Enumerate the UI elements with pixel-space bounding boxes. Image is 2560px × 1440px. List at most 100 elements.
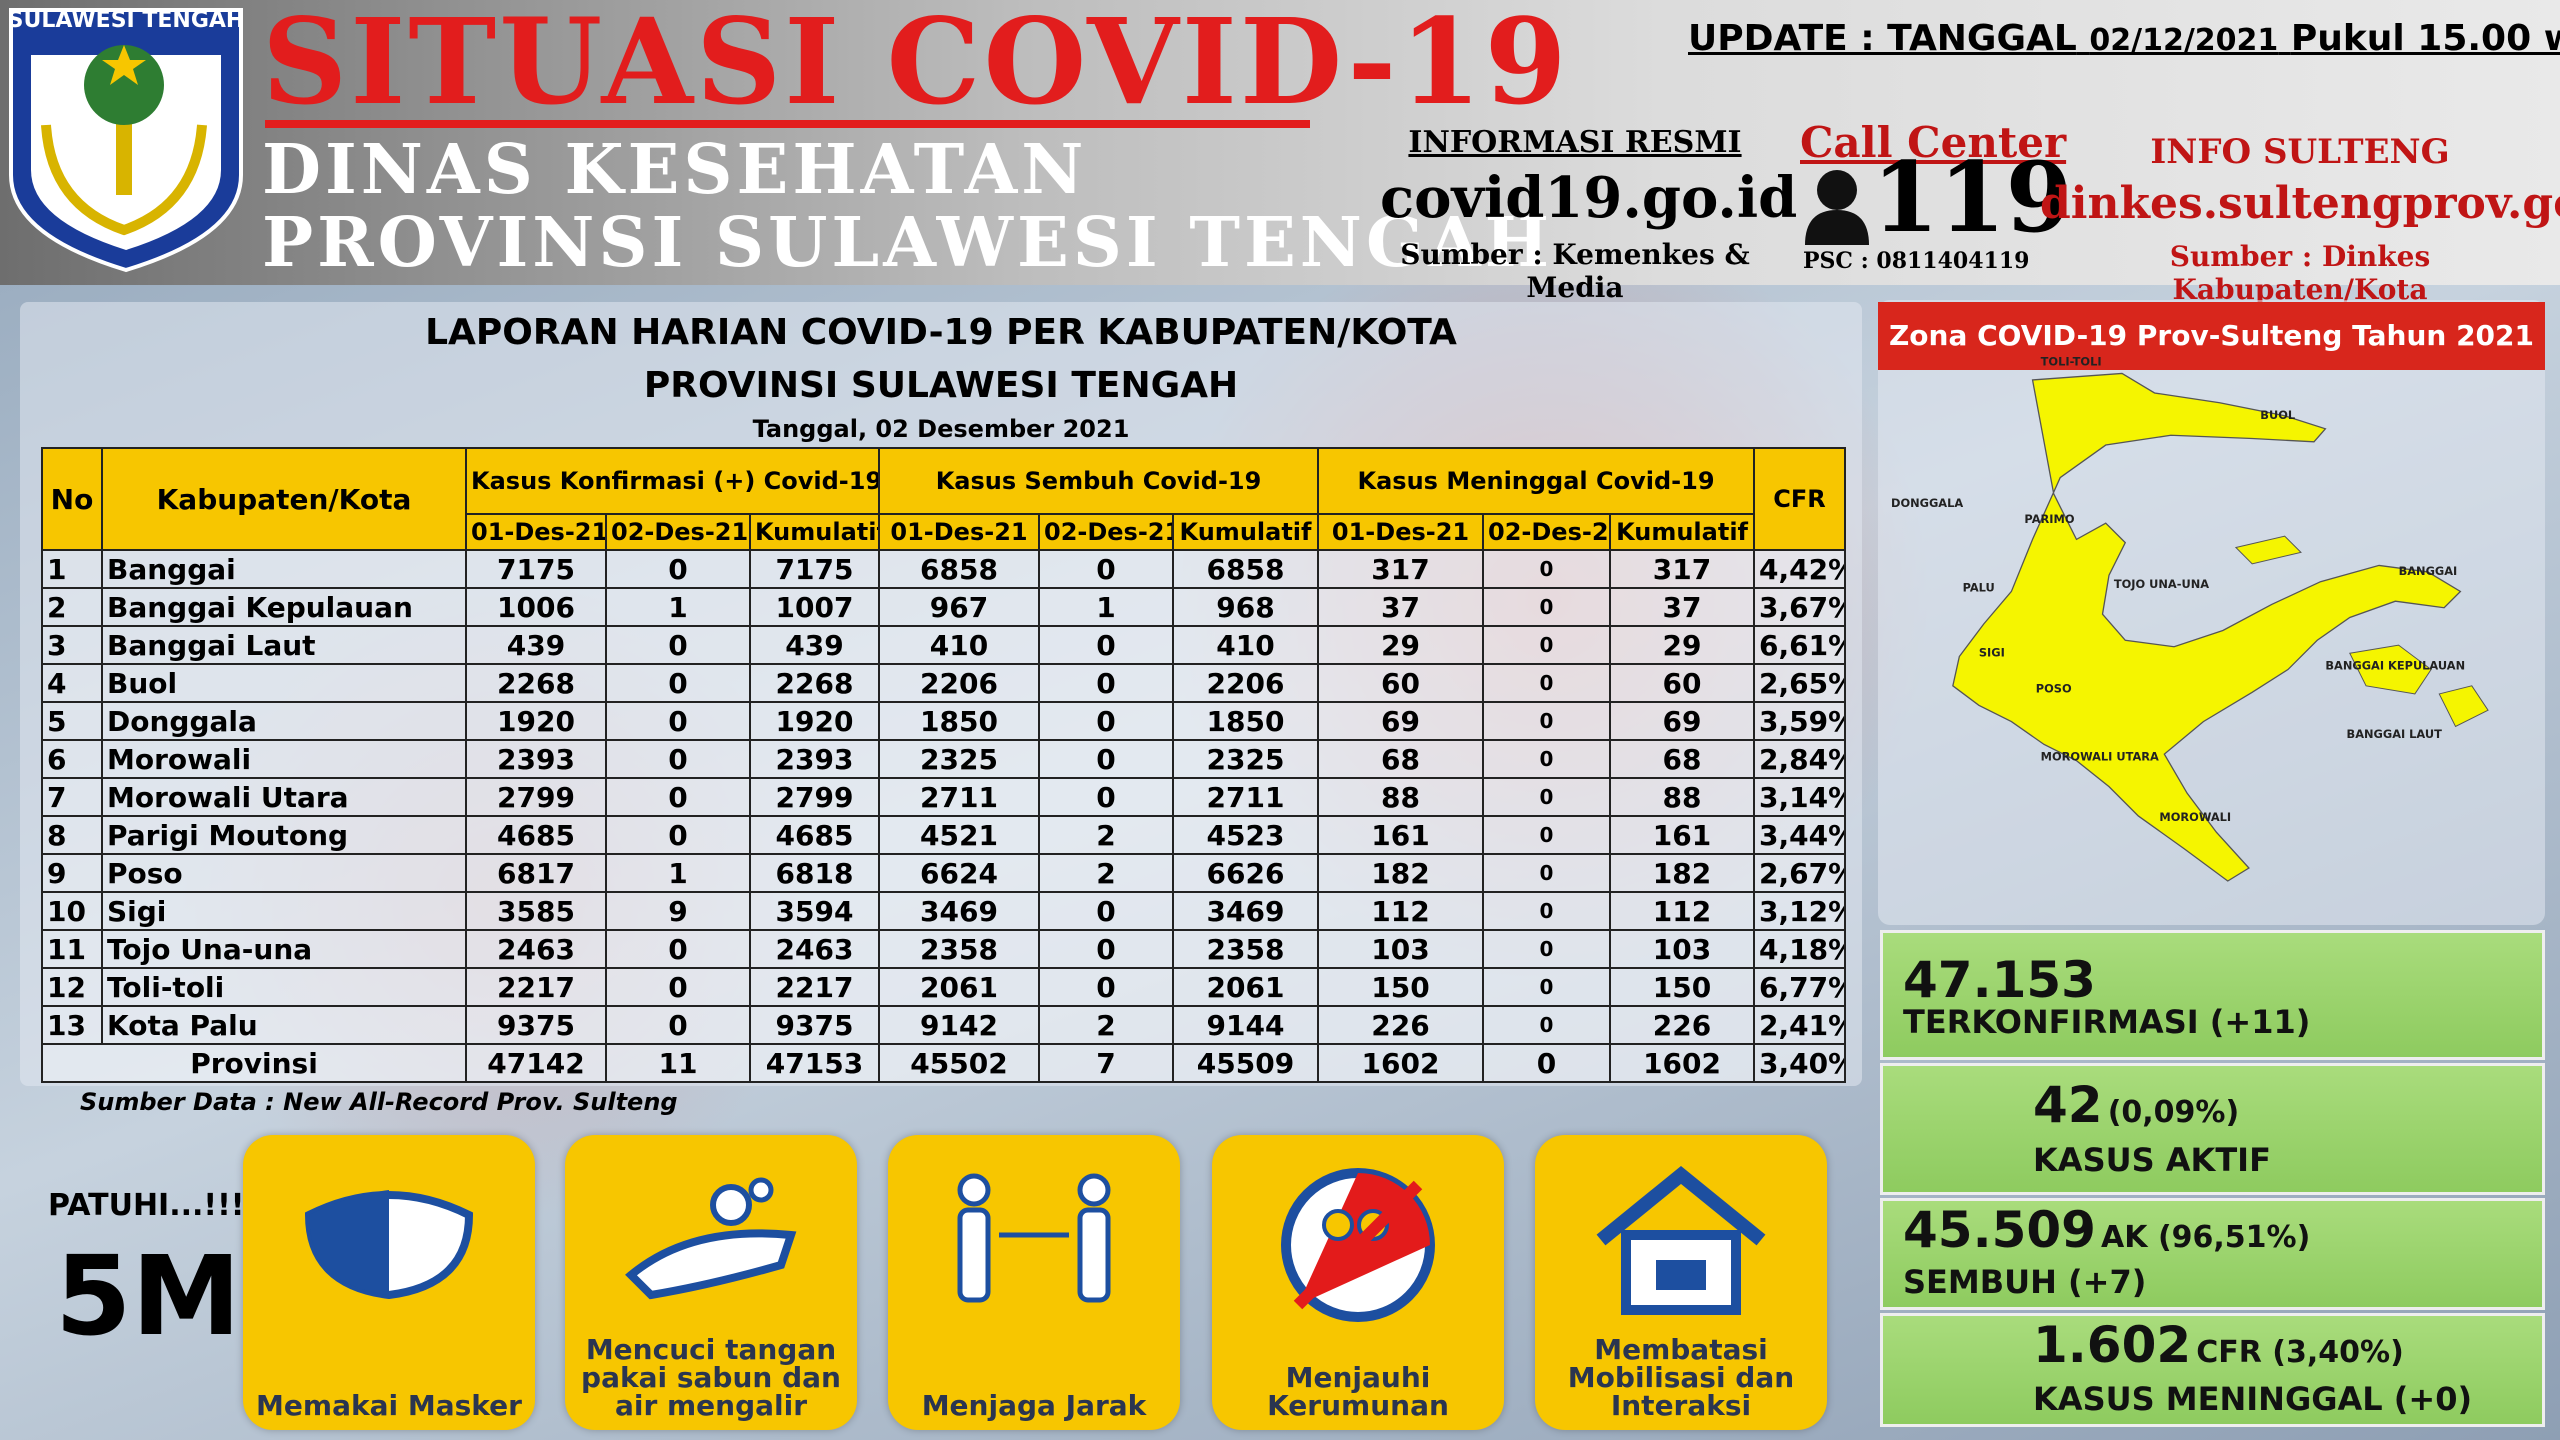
total-value: 11: [605, 1043, 751, 1083]
cell-value: 0: [605, 1005, 751, 1045]
cell-value: 0: [605, 663, 751, 703]
home-icon: [1596, 1165, 1766, 1315]
map-label: BANGGAI KEPULAUAN: [2325, 659, 2465, 673]
data-row: 13 Kota Palu 9375 0 9375 9142 2 9144 226 0 226 2,41…: [41, 1005, 1847, 1045]
confirmed-label: TERKONFIRMASI (+11): [1903, 1003, 2311, 1041]
cfr: 3,12%: [1753, 891, 1847, 931]
total-value: 45509: [1171, 1043, 1320, 1083]
map-label: TOLI-TOLI: [2041, 354, 2102, 368]
cell-value: 2325: [1171, 739, 1320, 779]
cell-value: 9: [605, 891, 751, 931]
deaths-label: KASUS MENINGGAL (+0): [2033, 1380, 2473, 1418]
header-cell: Kabupaten/Kota: [101, 447, 467, 551]
cell-value: 4521: [878, 815, 1040, 855]
cell-value: 0: [1038, 777, 1174, 817]
cell-value: 29: [1317, 625, 1485, 665]
total-value: 7: [1038, 1043, 1174, 1083]
cell-value: 1: [1038, 587, 1174, 627]
cell-value: 0: [1482, 701, 1612, 741]
cell-value: 0: [605, 701, 751, 741]
subheader: 02-Des-21: [605, 513, 751, 551]
sulteng-source: Sumber : Dinkes Kabupaten/Kota: [2169, 240, 2431, 306]
active-number: 42: [2033, 1076, 2103, 1134]
cell-value: 2393: [749, 739, 880, 779]
cell-value: 2358: [878, 929, 1040, 969]
total-value: 47153: [749, 1043, 880, 1083]
cell-value: 6624: [878, 853, 1040, 893]
cell-value: 0: [1482, 853, 1612, 893]
summary-active: 42 (0,09%) KASUS AKTIF: [1880, 1063, 2545, 1195]
cell-value: 2268: [749, 663, 880, 703]
cell-value: 6858: [878, 549, 1040, 589]
report-date: Tanggal, 02 Desember 2021: [752, 415, 1130, 443]
region-name: Kota Palu: [101, 1005, 467, 1045]
cell-value: 2393: [465, 739, 607, 779]
cell-value: 0: [605, 929, 751, 969]
group-header: Kasus Meninggal Covid-19: [1317, 447, 1756, 515]
island: [2438, 685, 2489, 728]
map-label: PARIMO: [2024, 512, 2074, 526]
cell-value: 9375: [749, 1005, 880, 1045]
island: [2234, 535, 2302, 565]
cell-value: 69: [1317, 701, 1485, 741]
card-label: Menjaga Jarak: [921, 1389, 1147, 1422]
cell-value: 0: [605, 625, 751, 665]
cell-value: 2061: [1171, 967, 1320, 1007]
cell-value: 88: [1317, 777, 1485, 817]
cell-value: 161: [1609, 815, 1756, 855]
update-date: 02/12/2021: [2089, 23, 2279, 58]
cell-value: 112: [1609, 891, 1756, 931]
header: SULAWESI TENGAH SITUASI COVID-19 DINAS K…: [0, 0, 2560, 306]
card-label: Menjauhi Kerumunan: [1267, 1361, 1449, 1422]
subheader-row: 01-Des-21 02-Des-21 Kumulatif 01-Des-21 02-D…: [42, 513, 1845, 551]
cell-value: 37: [1609, 587, 1756, 627]
cell-value: 0: [1482, 549, 1612, 589]
row-number: 10: [41, 891, 103, 931]
active-line: 42 (0,09%): [2033, 1076, 2239, 1134]
sulteng-site: dinkes.sultengprov.go.id: [2040, 178, 2560, 229]
cell-value: 37: [1317, 587, 1485, 627]
title: SITUASI COVID-19: [262, 0, 1570, 131]
cell-value: 0: [1038, 549, 1174, 589]
header-cell: CFR: [1753, 447, 1847, 551]
cell-value: 7175: [465, 549, 607, 589]
region-name: Morowali: [101, 739, 467, 779]
cfr: 3,14%: [1753, 777, 1847, 817]
region-name: Tojo Una-una: [101, 929, 467, 969]
cell-value: 112: [1317, 891, 1485, 931]
cfr: 4,42%: [1753, 549, 1847, 589]
card: Menjauhi Kerumunan: [1212, 1135, 1504, 1430]
cell-value: 0: [605, 739, 751, 779]
region-name: Banggai Laut: [101, 625, 467, 665]
cell-value: 3585: [465, 891, 607, 931]
psc: PSC : 0811404119: [1803, 248, 2030, 274]
five-m: 5M: [55, 1232, 242, 1360]
cell-value: 226: [1317, 1005, 1485, 1045]
cell-value: 1006: [465, 587, 607, 627]
region-name: Toli-toli: [101, 967, 467, 1007]
cell-value: 182: [1609, 853, 1756, 893]
cfr: 4,18%: [1753, 929, 1847, 969]
cell-value: 6817: [465, 853, 607, 893]
data-row: 7 Morowali Utara 2799 0 2799 2711 0 2711 88 0 88 3,…: [41, 777, 1847, 817]
cell-value: 150: [1317, 967, 1485, 1007]
data-row: 8 Parigi Moutong 4685 0 4685 4521 2 4523 161 0 161…: [41, 815, 1847, 855]
deaths-note: CFR (3,40%): [2196, 1335, 2404, 1370]
map-label: TOJO UNA-UNA: [2114, 577, 2209, 591]
cell-value: 0: [1482, 929, 1612, 969]
active-label: KASUS AKTIF: [2033, 1141, 2271, 1179]
cell-value: 0: [1038, 891, 1174, 931]
cell-value: 2217: [465, 967, 607, 1007]
confirmed-number: 47.153: [1903, 951, 2096, 1009]
cell-value: 103: [1609, 929, 1756, 969]
cell-value: 439: [465, 625, 607, 665]
map-label: BANGGAI LAUT: [2347, 727, 2443, 741]
call-center-label: Call Center: [1800, 118, 2067, 167]
cell-value: 29: [1609, 625, 1756, 665]
total-value: 1602: [1609, 1043, 1756, 1083]
wash-icon: [625, 1177, 797, 1300]
update-label: UPDATE : TANGGAL: [1688, 18, 2077, 59]
total-value: 45502: [878, 1043, 1040, 1083]
